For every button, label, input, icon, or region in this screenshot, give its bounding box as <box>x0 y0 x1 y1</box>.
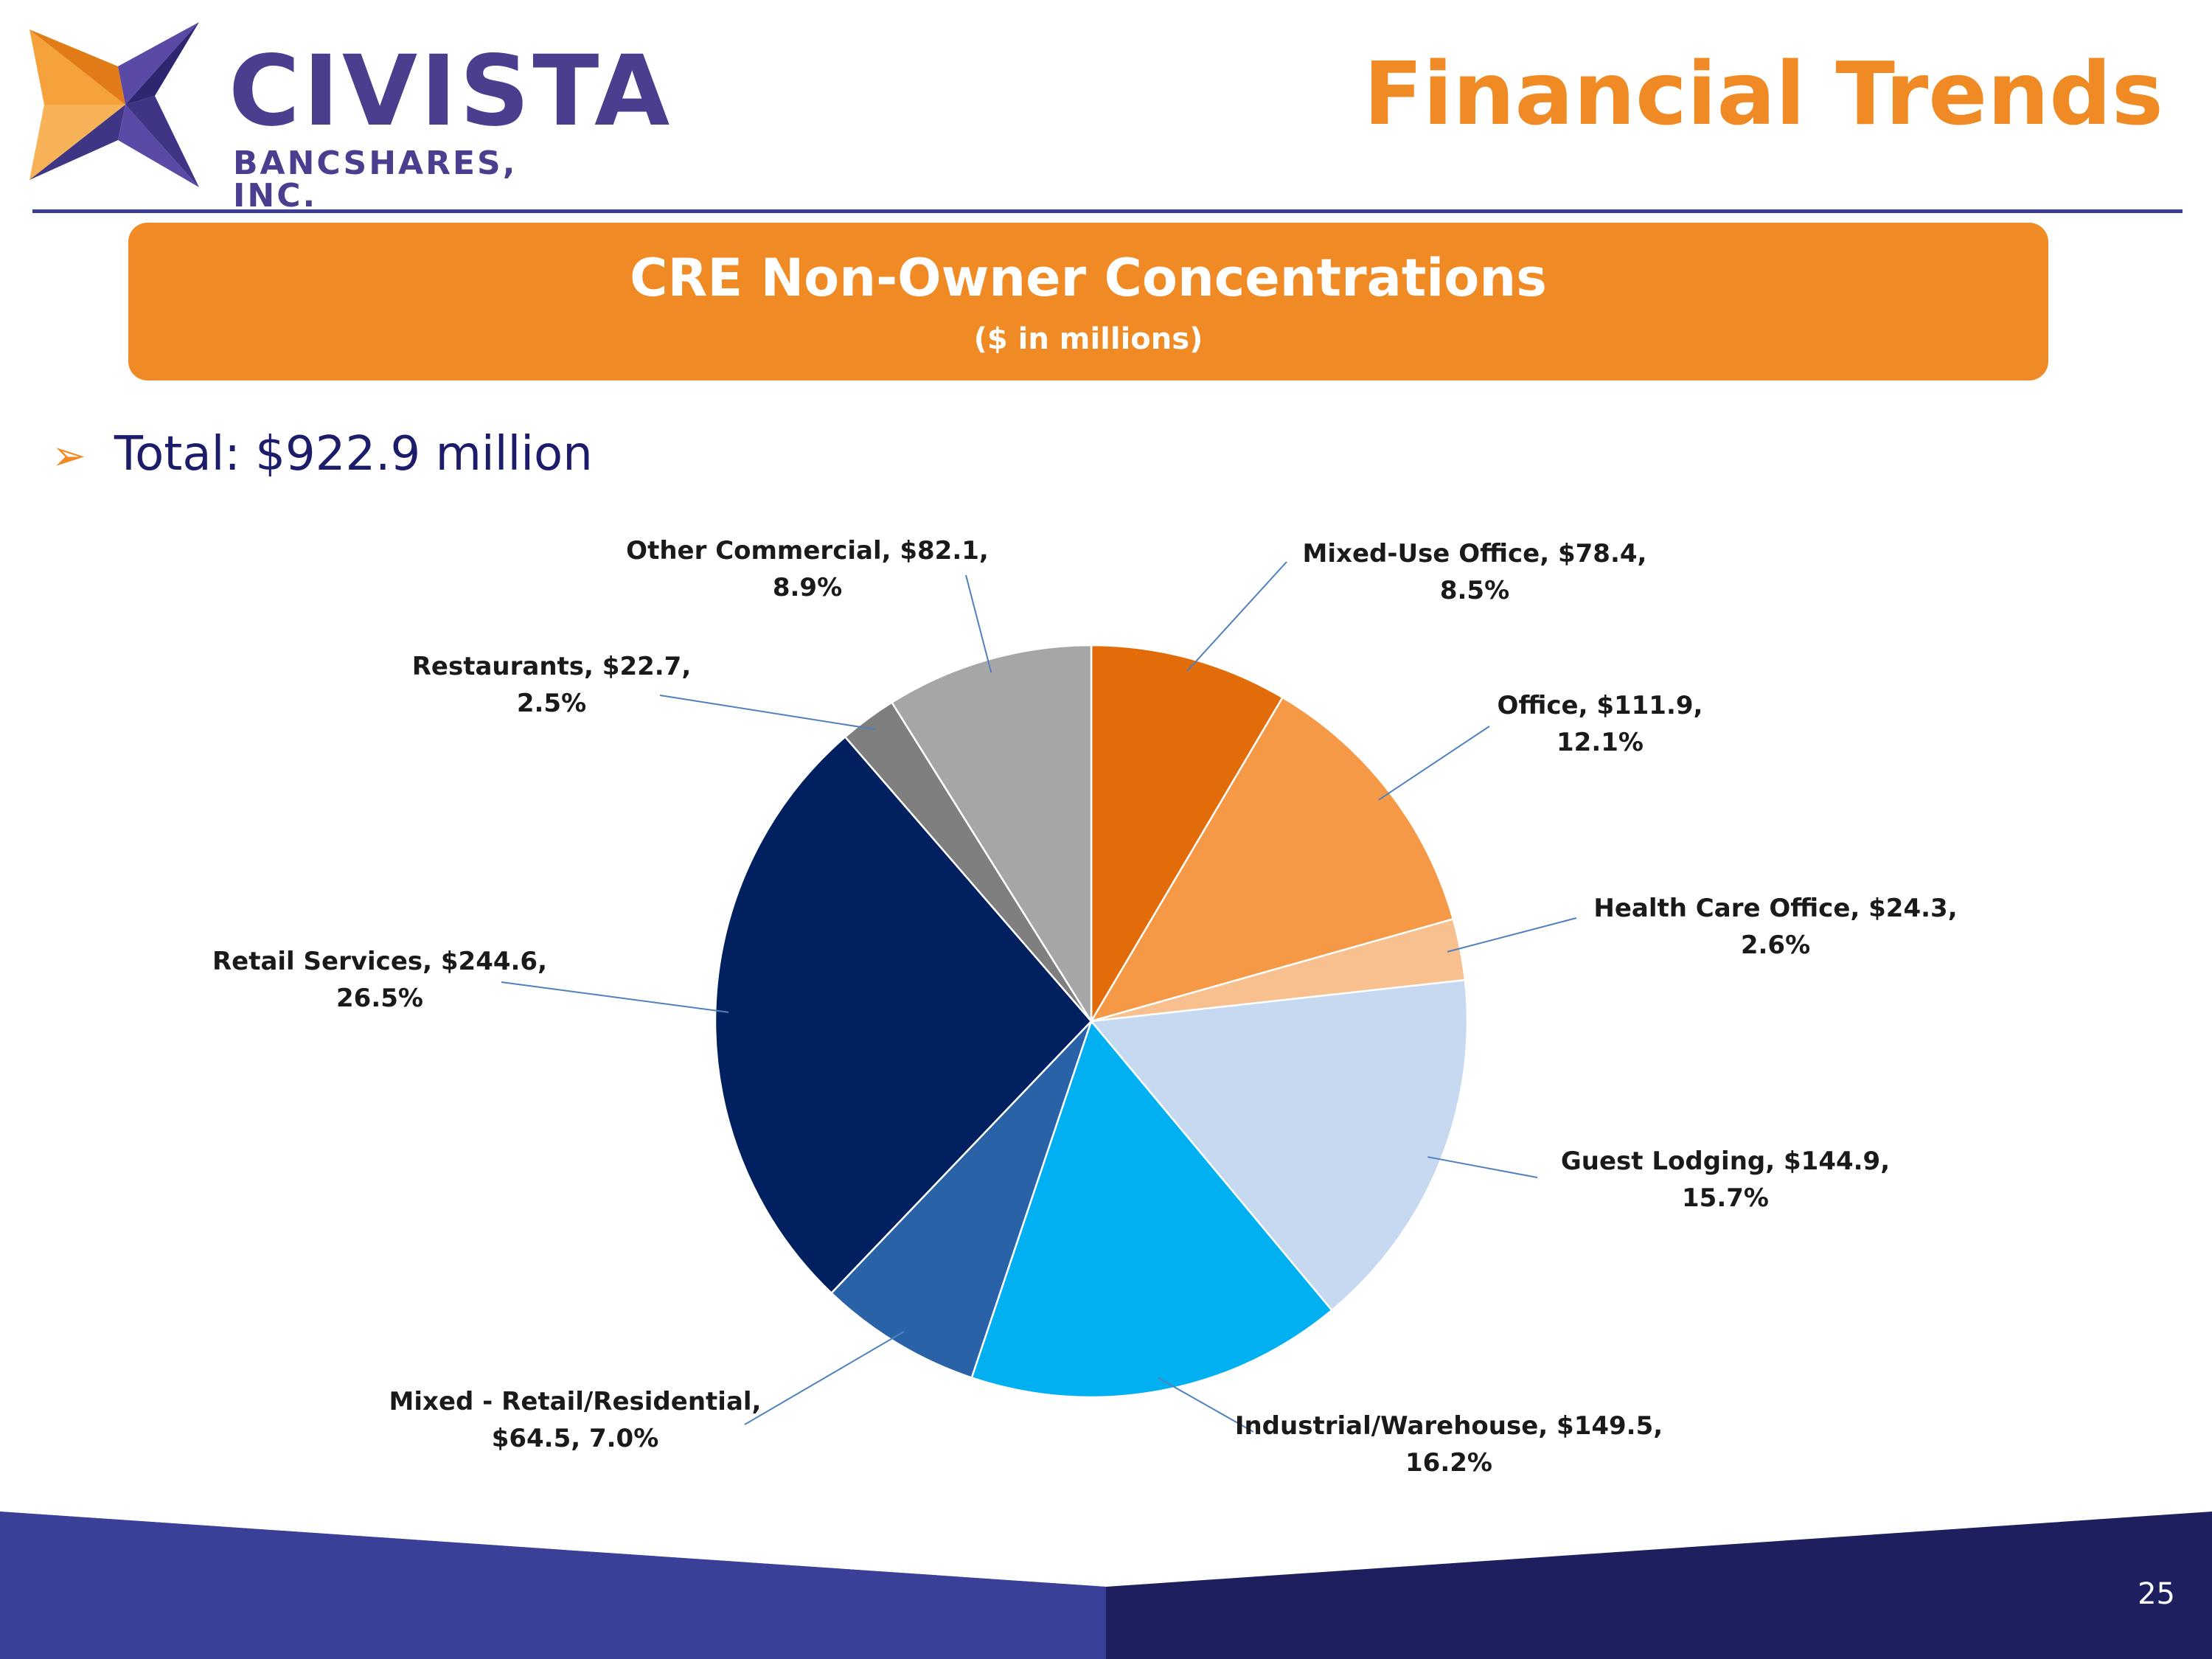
footer-band <box>0 1512 2212 1659</box>
header-divider <box>32 209 2183 213</box>
data-label-line: $64.5, 7.0% <box>492 1424 659 1453</box>
data-label-line: 8.9% <box>773 573 842 602</box>
pie-slice-mixed-use-office <box>1090 644 1284 1025</box>
pie-slice-office <box>1089 696 1455 1023</box>
data-label: Restaurants, $22.7, 2.5% <box>412 652 692 718</box>
data-label-line: 16.2% <box>1405 1448 1492 1478</box>
leader-line <box>659 695 876 731</box>
data-label-line: 26.5% <box>336 984 423 1013</box>
pie-slice-mixed-retail-residential <box>830 1020 1093 1380</box>
banner-title: CRE Non-Owner Concentrations <box>630 248 1547 308</box>
pie-slices <box>714 644 1469 1399</box>
leader-line <box>1158 1377 1254 1433</box>
total-summary: ➢ Total: $922.9 million <box>52 431 593 478</box>
leader-lines <box>501 561 1577 1433</box>
data-label: Health Care Office, $24.3, 2.6% <box>1593 894 1957 960</box>
data-label-line: 8.5% <box>1440 576 1509 605</box>
data-label: Office, $111.9, 12.1% <box>1498 691 1703 757</box>
data-label-line: Mixed - Retail/Residential, <box>389 1387 762 1416</box>
pie-slice-retail-services <box>714 735 1093 1295</box>
data-label-line: 12.1% <box>1557 728 1644 757</box>
leader-line <box>965 574 992 673</box>
data-label-line: Health Care Office, $24.3, <box>1593 894 1957 923</box>
data-label-line: Office, $111.9, <box>1498 691 1703 720</box>
data-label-line: Retail Services, $244.6, <box>212 947 547 976</box>
logo-wordmark: CIVISTA <box>229 35 673 148</box>
data-label-line: Restaurants, $22.7, <box>412 652 692 681</box>
bullet-arrow-icon: ➢ <box>52 432 86 480</box>
data-label-line: 2.5% <box>517 689 586 718</box>
company-logo: CIVISTA BANCSHARES, INC. <box>29 22 669 212</box>
data-label: Other Commercial, $82.1, 8.9% <box>626 536 989 602</box>
data-label-line: Mixed-Use Office, $78.4, <box>1303 539 1647 568</box>
data-label: Industrial/Warehouse, $149.5, 16.2% <box>1235 1411 1663 1478</box>
data-label-line: Industrial/Warehouse, $149.5, <box>1235 1411 1663 1441</box>
data-label-line: Guest Lodging, $144.9, <box>1561 1147 1890 1176</box>
logo-star-icon <box>29 22 199 187</box>
data-label-line: 15.7% <box>1682 1183 1769 1213</box>
page-title: Financial Trends <box>1363 43 2163 145</box>
leader-line <box>744 1331 905 1425</box>
section-banner: CRE Non-Owner Concentrations ($ in milli… <box>128 223 2048 380</box>
pie-slice-guest-lodging <box>1089 978 1469 1312</box>
leader-line <box>1447 917 1577 953</box>
data-label-line: 2.6% <box>1741 931 1810 960</box>
data-label: Mixed-Use Office, $78.4, 8.5% <box>1303 539 1647 605</box>
data-label-line: Other Commercial, $82.1, <box>626 536 989 566</box>
leader-line <box>1378 726 1490 801</box>
data-label: Guest Lodging, $144.9, 15.7% <box>1561 1147 1890 1213</box>
leader-line <box>1186 561 1287 672</box>
page-number: 25 <box>2138 1577 2175 1611</box>
data-label: Retail Services, $244.6, 26.5% <box>212 947 547 1013</box>
banner-subtitle: ($ in millions) <box>973 322 1203 356</box>
data-labels: Mixed-Use Office, $78.4, 8.5% Office, $111… <box>212 536 1958 1478</box>
pie-slice-industrial-warehouse <box>970 1019 1334 1399</box>
leader-line <box>501 981 729 1013</box>
logo-subtitle: BANCSHARES, INC. <box>233 145 518 215</box>
total-text: Total: $922.9 million <box>114 427 593 481</box>
leader-line <box>1427 1156 1538 1178</box>
data-label: Mixed - Retail/Residential, $64.5, 7.0% <box>389 1387 762 1453</box>
